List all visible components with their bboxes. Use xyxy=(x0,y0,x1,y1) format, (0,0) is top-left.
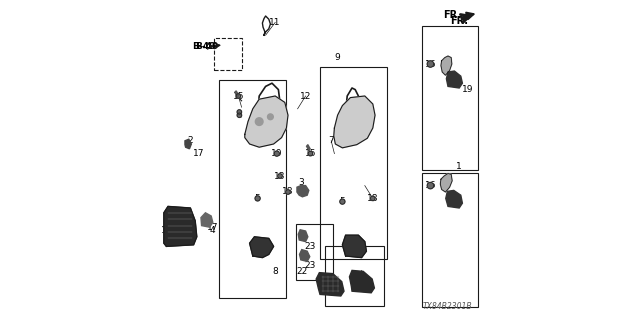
Text: 8: 8 xyxy=(273,268,278,276)
Text: 16: 16 xyxy=(425,181,436,190)
Text: B-49: B-49 xyxy=(195,42,218,51)
Text: 20: 20 xyxy=(324,284,335,292)
Polygon shape xyxy=(250,237,274,258)
Polygon shape xyxy=(164,206,197,246)
Circle shape xyxy=(278,174,282,178)
Text: 18: 18 xyxy=(282,188,294,196)
Polygon shape xyxy=(300,250,310,261)
Polygon shape xyxy=(447,71,462,88)
Bar xyxy=(296,224,333,280)
Text: 9: 9 xyxy=(335,53,340,62)
Circle shape xyxy=(236,94,241,98)
Circle shape xyxy=(428,61,434,67)
Circle shape xyxy=(237,113,242,117)
Polygon shape xyxy=(316,273,344,296)
Text: 3: 3 xyxy=(298,178,303,187)
Text: TX84B2301B: TX84B2301B xyxy=(422,302,472,311)
Polygon shape xyxy=(307,145,310,150)
Polygon shape xyxy=(297,186,309,197)
Text: 15: 15 xyxy=(305,149,316,158)
Circle shape xyxy=(275,151,280,156)
Text: 19: 19 xyxy=(463,85,474,94)
Text: 6: 6 xyxy=(237,111,242,120)
Bar xyxy=(422,173,479,307)
Text: 12: 12 xyxy=(300,92,311,100)
Bar xyxy=(325,246,384,306)
Text: 15: 15 xyxy=(233,92,244,100)
Circle shape xyxy=(428,182,434,189)
Text: 10: 10 xyxy=(271,149,282,158)
Circle shape xyxy=(255,118,263,125)
Text: 4: 4 xyxy=(209,226,215,235)
Polygon shape xyxy=(185,139,191,149)
Text: 2: 2 xyxy=(188,136,193,145)
Text: 8: 8 xyxy=(356,252,361,260)
Text: 1: 1 xyxy=(456,162,462,171)
Bar xyxy=(320,67,387,259)
Text: 5: 5 xyxy=(340,197,345,206)
Bar xyxy=(422,26,479,170)
Polygon shape xyxy=(245,96,288,147)
Text: 18: 18 xyxy=(367,194,378,203)
Polygon shape xyxy=(201,213,212,227)
Polygon shape xyxy=(298,230,308,242)
Circle shape xyxy=(268,114,273,120)
Text: 22: 22 xyxy=(297,268,308,276)
Circle shape xyxy=(285,190,291,194)
Polygon shape xyxy=(440,173,452,192)
Circle shape xyxy=(255,196,260,201)
Circle shape xyxy=(308,151,312,156)
Text: 11: 11 xyxy=(269,18,281,27)
Polygon shape xyxy=(441,56,452,75)
Text: 23: 23 xyxy=(305,261,316,270)
Bar xyxy=(219,80,287,298)
Circle shape xyxy=(340,199,345,204)
Text: 17: 17 xyxy=(207,223,218,232)
Circle shape xyxy=(237,110,242,114)
Bar xyxy=(214,38,242,70)
Polygon shape xyxy=(342,235,366,258)
Text: FR.: FR. xyxy=(443,10,461,20)
Polygon shape xyxy=(235,91,239,97)
Text: 17: 17 xyxy=(193,149,204,158)
Text: 21: 21 xyxy=(359,277,371,286)
Text: 14: 14 xyxy=(161,226,172,235)
Polygon shape xyxy=(334,96,375,148)
Polygon shape xyxy=(349,270,374,293)
Text: FR.: FR. xyxy=(450,16,468,26)
Text: 13: 13 xyxy=(275,172,285,180)
Text: B-49: B-49 xyxy=(193,42,216,51)
Text: 16: 16 xyxy=(425,60,436,68)
Circle shape xyxy=(371,196,375,201)
Text: 5: 5 xyxy=(255,194,260,203)
Polygon shape xyxy=(445,190,462,208)
Text: 23: 23 xyxy=(305,242,316,251)
Text: 7: 7 xyxy=(328,136,334,145)
